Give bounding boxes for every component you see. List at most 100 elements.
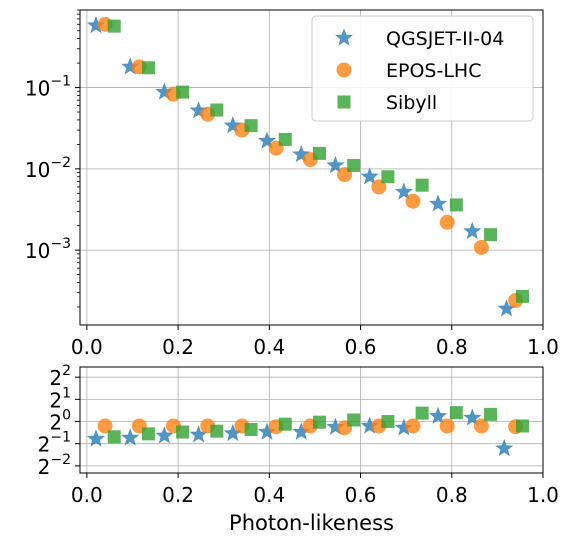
legend-label: EPOS-LHC bbox=[386, 60, 481, 82]
plot-frame bbox=[79, 366, 544, 474]
point-sibyll bbox=[278, 417, 292, 431]
x-tick-label: 0.8 bbox=[436, 483, 468, 507]
point-epos-lhc bbox=[473, 239, 489, 255]
point-sibyll bbox=[107, 19, 121, 33]
y-tick-exponent: −2 bbox=[50, 155, 71, 171]
point-sibyll bbox=[141, 61, 155, 75]
point-qgsjet-ii-04 bbox=[429, 406, 448, 424]
point-qgsjet-ii-04 bbox=[326, 155, 345, 174]
legend-marker bbox=[336, 62, 352, 78]
y-tick-base: 10 bbox=[25, 158, 50, 182]
y-tick-label: 10−2 bbox=[25, 155, 71, 182]
point-epos-lhc bbox=[405, 193, 421, 209]
point-qgsjet-ii-04 bbox=[497, 299, 516, 317]
point-qgsjet-ii-04 bbox=[292, 422, 311, 440]
point-sibyll bbox=[278, 132, 292, 146]
point-sibyll bbox=[312, 415, 326, 429]
y-tick-exponent: 1 bbox=[62, 385, 71, 401]
x-tick-label: 1.0 bbox=[527, 483, 559, 507]
y-tick-exponent: 0 bbox=[62, 408, 71, 424]
legend-box bbox=[311, 15, 534, 122]
x-tick-label: 0.6 bbox=[345, 483, 377, 507]
point-qgsjet-ii-04 bbox=[86, 429, 105, 447]
x-tick-label: 0.4 bbox=[253, 335, 285, 359]
y-tick-label: 10−1 bbox=[25, 74, 71, 101]
point-qgsjet-ii-04 bbox=[189, 425, 208, 443]
point-sibyll bbox=[381, 170, 395, 184]
point-sibyll bbox=[347, 158, 361, 172]
y-tick-label: 21 bbox=[49, 385, 71, 412]
point-qgsjet-ii-04 bbox=[155, 82, 174, 100]
y-tick-label: 20 bbox=[49, 408, 71, 435]
point-qgsjet-ii-04 bbox=[121, 57, 140, 75]
point-epos-lhc bbox=[439, 418, 455, 434]
legend-item-epos-lhc: EPOS-LHC bbox=[336, 60, 481, 82]
legend-marker bbox=[334, 28, 354, 46]
point-epos-lhc bbox=[97, 418, 113, 434]
x-tick-label: 0.0 bbox=[71, 483, 103, 507]
point-sibyll bbox=[210, 103, 224, 117]
point-sibyll bbox=[449, 406, 463, 420]
y-tick-exponent: −1 bbox=[50, 74, 71, 90]
point-qgsjet-ii-04 bbox=[86, 16, 105, 34]
x-tick-label: 0.4 bbox=[253, 483, 285, 507]
point-qgsjet-ii-04 bbox=[463, 408, 482, 426]
series-epos-lhc bbox=[97, 16, 524, 309]
x-tick-label: 0.2 bbox=[162, 335, 194, 359]
point-qgsjet-ii-04 bbox=[223, 423, 242, 442]
series-qgsjet-ii-04 bbox=[86, 406, 514, 457]
y-tick-exponent: 2 bbox=[62, 363, 71, 379]
x-tick-label: 0.8 bbox=[436, 335, 468, 359]
x-axis-label: Photon-likeness bbox=[229, 511, 394, 535]
point-sibyll bbox=[415, 406, 429, 420]
point-qgsjet-ii-04 bbox=[463, 221, 482, 240]
point-qgsjet-ii-04 bbox=[394, 418, 413, 436]
series-sibyll bbox=[107, 19, 529, 303]
point-sibyll bbox=[484, 228, 498, 242]
y-tick-exponent: −1 bbox=[50, 430, 71, 446]
point-qgsjet-ii-04 bbox=[121, 428, 140, 446]
point-qgsjet-ii-04 bbox=[326, 417, 345, 435]
legend: QGSJET-II-04 EPOS-LHC Sibyll bbox=[311, 15, 534, 122]
point-sibyll bbox=[107, 430, 121, 444]
point-sibyll bbox=[244, 422, 258, 436]
point-sibyll bbox=[244, 119, 258, 133]
point-qgsjet-ii-04 bbox=[223, 116, 242, 134]
x-tick-label: 0.0 bbox=[71, 335, 103, 359]
top-panel: 0.0 0.2 0.4 0.6 0.8 1.010−110−210−3 bbox=[25, 9, 559, 359]
y-tick-base: 2 bbox=[49, 411, 62, 435]
point-sibyll bbox=[176, 85, 190, 99]
point-qgsjet-ii-04 bbox=[429, 194, 448, 212]
point-qgsjet-ii-04 bbox=[360, 167, 379, 185]
y-tick-label: 2−2 bbox=[38, 452, 71, 479]
point-sibyll bbox=[141, 427, 155, 441]
point-qgsjet-ii-04 bbox=[189, 101, 208, 119]
point-qgsjet-ii-04 bbox=[155, 426, 174, 444]
y-tick-base: 10 bbox=[25, 239, 50, 263]
y-tick-base: 2 bbox=[38, 433, 51, 457]
point-epos-lhc bbox=[405, 418, 421, 434]
point-qgsjet-ii-04 bbox=[257, 422, 277, 440]
bottom-panel: 0.0 0.2 0.4 0.6 0.8 1.02221202−12−2Photon-lik… bbox=[38, 363, 559, 535]
legend-label: Sibyll bbox=[386, 92, 437, 114]
y-tick-exponent: −2 bbox=[50, 452, 71, 468]
point-sibyll bbox=[210, 424, 224, 438]
legend-label: QGSJET-II-04 bbox=[386, 28, 504, 50]
point-qgsjet-ii-04 bbox=[360, 416, 379, 434]
y-tick-label: 22 bbox=[49, 363, 71, 390]
point-sibyll bbox=[415, 178, 429, 192]
x-tick-label: 1.0 bbox=[527, 335, 559, 359]
point-sibyll bbox=[515, 419, 529, 433]
y-tick-base: 2 bbox=[38, 455, 51, 479]
y-tick-base: 2 bbox=[49, 388, 62, 412]
point-qgsjet-ii-04 bbox=[257, 131, 277, 149]
series-sibyll bbox=[107, 406, 529, 444]
y-tick-label: 2−1 bbox=[38, 430, 71, 457]
point-sibyll bbox=[484, 407, 498, 421]
point-sibyll bbox=[347, 413, 361, 427]
legend-marker bbox=[337, 95, 351, 109]
y-tick-base: 10 bbox=[25, 77, 50, 101]
legend-item-sibyll: Sibyll bbox=[337, 92, 437, 114]
legend-item-qgsjet-ii-04: QGSJET-II-04 bbox=[334, 28, 504, 50]
